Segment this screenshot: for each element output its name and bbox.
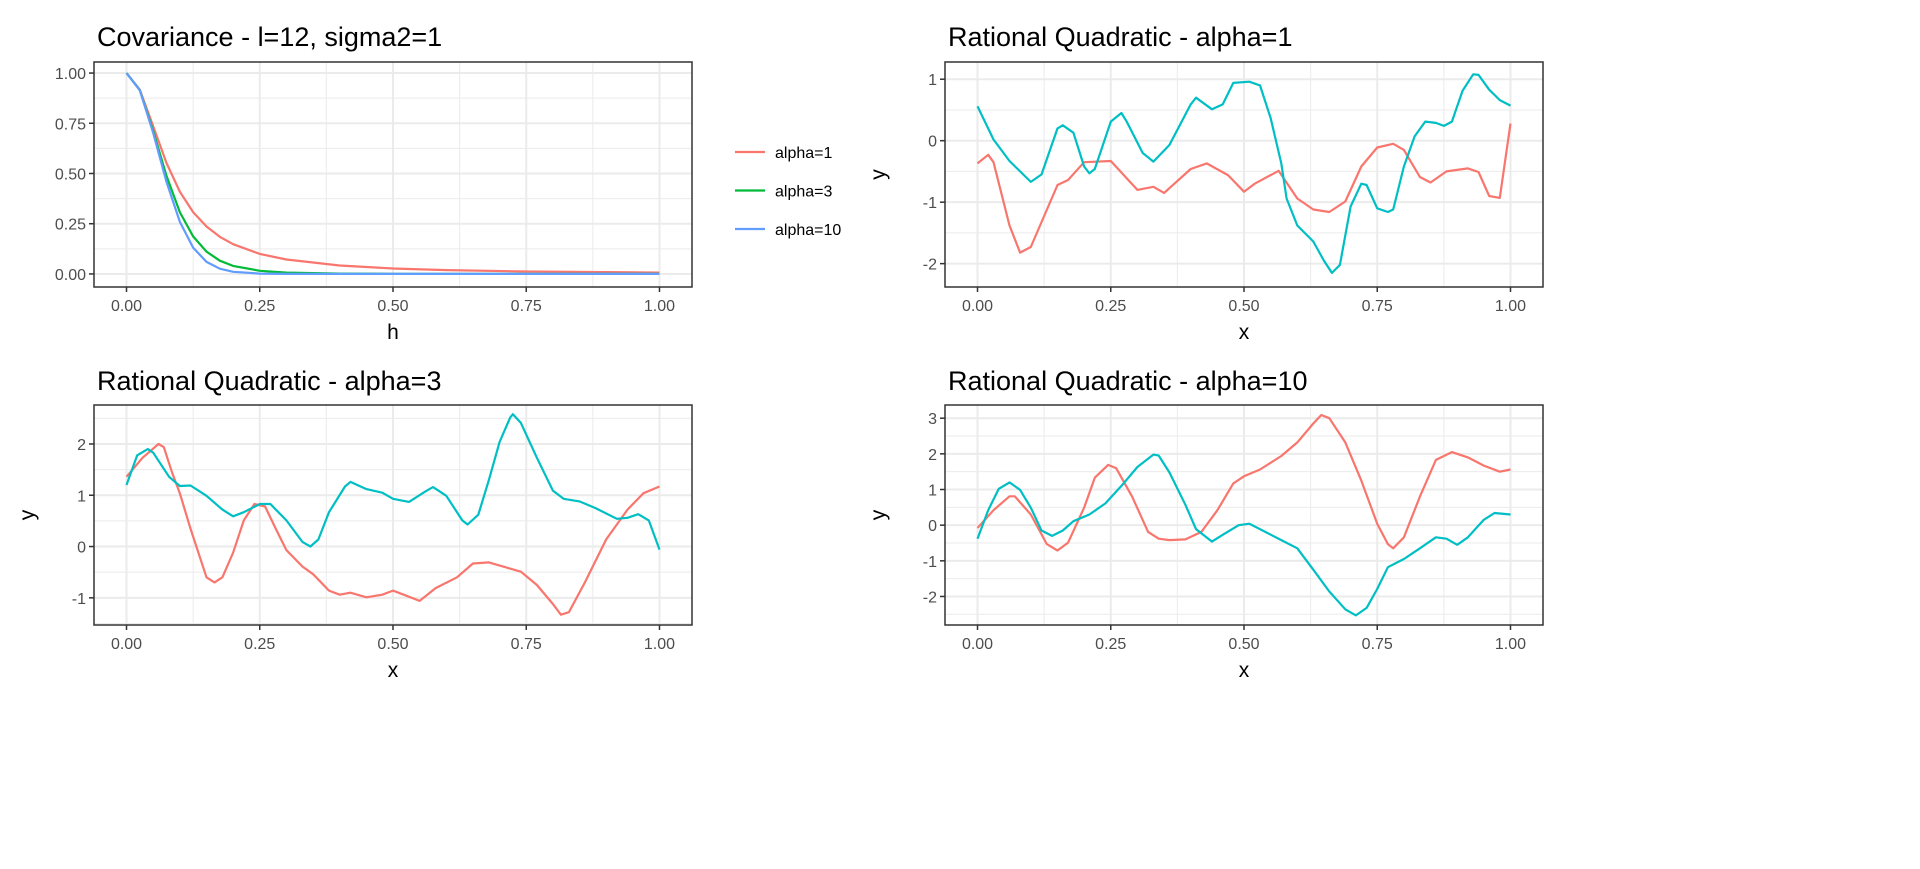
y-tick-label: 2 [77,437,86,454]
panel-2: 0.00 0.25 0.50 0.75 1.00 -2 -1 0 1 Rational Quadr… [867,22,1544,344]
plot-border [93,404,693,626]
x-tick-label: 0.50 [1228,636,1259,653]
panel-1: 0.00 0.25 0.50 0.75 1.00 0.00 0.25 0.50 0.75 1.00… [55,22,842,344]
y-axis-title: y [867,509,890,520]
x-tick-label: 0.25 [244,298,275,315]
y-tick-label: 0 [928,518,937,535]
panel-4: 0.00 0.25 0.50 0.75 1.00 -2 -1 0 1 2 3 Rational Qua… [867,366,1544,682]
y-tick-label: 1 [928,72,937,89]
chart-title: Rational Quadratic - alpha=1 [948,22,1292,52]
y-tick-label: 0.75 [55,116,86,133]
series-line-1 [976,123,1512,254]
x-tick-label: 0.00 [111,636,142,653]
x-axis-title: x [388,659,399,682]
x-tick-label: 1.00 [1495,636,1526,653]
series-line-2 [125,413,661,550]
y-tick-label: 0 [77,540,86,557]
legend: alpha=1 alpha=3 alpha=10 [735,145,841,239]
series-line-2 [976,453,1511,617]
y-axis-title: y [867,169,890,180]
x-tick-label: 0.50 [377,636,408,653]
y-axis-title: y [16,509,39,520]
legend-label: alpha=3 [775,184,832,201]
legend-label: alpha=10 [775,222,841,239]
y-tick-label: 1 [77,488,86,505]
panel-3: 0.00 0.25 0.50 0.75 1.00 -1 0 1 2 Rational Quadra… [16,366,693,682]
series-line-1 [125,72,660,274]
x-tick-label: 1.00 [644,636,675,653]
x-tick-label: 0.00 [962,636,993,653]
chart-title: Covariance - l=12, sigma2=1 [97,22,442,52]
plot-border [93,61,693,288]
x-axis-title: x [1239,659,1250,682]
x-axis-title: x [1239,321,1250,344]
y-tick-label: 1 [928,483,937,500]
series-line-1 [976,413,1511,552]
x-tick-label: 0.50 [377,298,408,315]
chart-title: Rational Quadratic - alpha=3 [97,366,441,396]
plot-border [944,61,1544,288]
x-tick-label: 0.25 [1095,298,1126,315]
y-tick-label: -2 [923,589,937,606]
x-tick-label: 0.75 [511,636,542,653]
x-tick-label: 0.75 [1362,298,1393,315]
y-tick-label: 0.00 [55,267,86,284]
chart-title: Rational Quadratic - alpha=10 [948,366,1307,396]
y-tick-label: 0 [928,134,937,151]
series-line-2 [976,73,1512,274]
x-tick-label: 0.75 [511,298,542,315]
y-tick-label: 2 [928,447,937,464]
y-tick-label: -1 [923,195,937,212]
x-tick-label: 0.75 [1362,636,1393,653]
y-tick-label: 0.50 [55,166,86,183]
series-line-3 [125,72,660,275]
plot-border [944,404,1544,626]
x-axis-title: h [387,321,399,344]
x-tick-label: 1.00 [1495,298,1526,315]
y-tick-label: 0.25 [55,217,86,234]
legend-label: alpha=1 [775,145,832,162]
x-tick-label: 0.25 [244,636,275,653]
series-line-1 [125,442,660,616]
x-tick-label: 0.00 [962,298,993,315]
y-tick-label: -1 [923,554,937,571]
x-tick-label: 1.00 [644,298,675,315]
y-tick-label: 3 [928,411,937,428]
x-tick-label: 0.00 [111,298,142,315]
y-tick-label: -2 [923,257,937,274]
x-tick-label: 0.50 [1228,298,1259,315]
y-tick-label: 1.00 [55,66,86,83]
x-tick-label: 0.25 [1095,636,1126,653]
y-tick-label: -1 [72,591,86,608]
